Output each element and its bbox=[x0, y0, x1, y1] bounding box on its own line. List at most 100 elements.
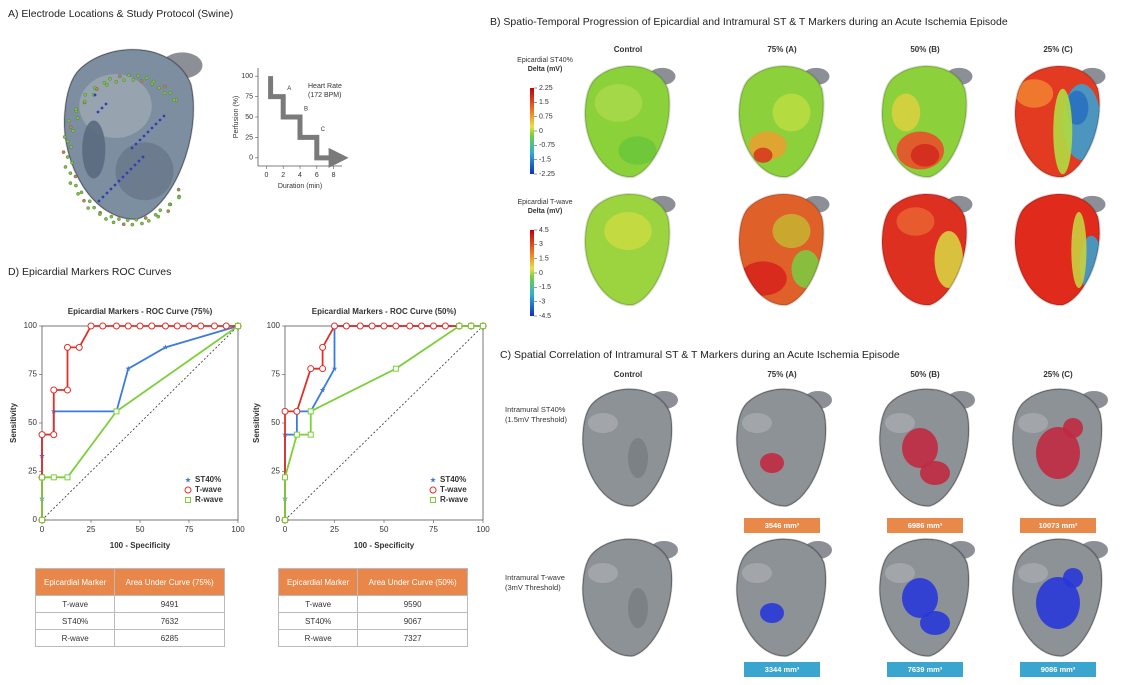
electrode bbox=[104, 217, 107, 220]
chart-title: Epicardial Markers - ROC Curve (50%) bbox=[312, 307, 457, 316]
electrode bbox=[140, 80, 143, 83]
legend-label: R-wave bbox=[195, 495, 224, 504]
volume-label: 3546 mm³ bbox=[765, 521, 800, 530]
point-marker bbox=[39, 432, 45, 438]
legend-marker bbox=[186, 498, 191, 503]
x-tick-label: 100 bbox=[476, 525, 490, 534]
point-marker bbox=[113, 323, 119, 329]
table-cell: 9491 bbox=[115, 596, 225, 613]
colorbar-tick-label: -3 bbox=[539, 299, 545, 306]
heart bbox=[880, 539, 975, 656]
x-tick-label: 8 bbox=[332, 172, 336, 179]
electrode bbox=[137, 74, 140, 77]
electrode-inner bbox=[151, 127, 154, 130]
heart-patch bbox=[760, 603, 784, 623]
electrode bbox=[154, 213, 157, 216]
panel-b-title: B) Spatio-Temporal Progression of Epicar… bbox=[490, 16, 1008, 28]
point-marker bbox=[51, 387, 57, 393]
auc-table: Epicardial MarkerArea Under Curve (50%)T… bbox=[278, 568, 468, 647]
electrode bbox=[88, 200, 91, 203]
point-marker bbox=[283, 518, 288, 523]
panel-a-title: A) Electrode Locations & Study Protocol … bbox=[8, 8, 233, 20]
electrode-inner bbox=[159, 119, 162, 122]
heart bbox=[739, 194, 830, 305]
colorbar-tick-label: 0 bbox=[539, 128, 543, 135]
point-marker bbox=[294, 408, 300, 414]
electrode bbox=[122, 78, 125, 81]
electrode bbox=[132, 78, 135, 81]
point-marker bbox=[469, 324, 474, 329]
heart bbox=[585, 66, 676, 177]
electrode bbox=[122, 223, 125, 226]
point-marker bbox=[198, 323, 204, 329]
heart bbox=[1013, 389, 1108, 506]
point-marker bbox=[283, 475, 288, 480]
colorbar-tick-label: -0.75 bbox=[539, 142, 555, 149]
heart-patch bbox=[885, 413, 915, 433]
y-tick-label: 75 bbox=[245, 93, 253, 100]
table-header: Epicardial Marker bbox=[279, 569, 358, 596]
electrode bbox=[87, 206, 90, 209]
chart-title: Epicardial Markers - ROC Curve (75%) bbox=[68, 307, 213, 316]
point-marker bbox=[343, 323, 349, 329]
point-marker bbox=[40, 475, 45, 480]
electrode bbox=[71, 129, 74, 132]
electrode-inner bbox=[98, 200, 101, 203]
point-marker bbox=[294, 432, 299, 437]
colorbar-tick-label: 3 bbox=[539, 241, 543, 248]
note: (172 BPM) bbox=[308, 92, 341, 99]
point-marker bbox=[186, 323, 192, 329]
x-tick-label: 25 bbox=[87, 525, 96, 534]
electrode bbox=[70, 161, 73, 164]
heart bbox=[739, 66, 830, 177]
panel-c-title: C) Spatial Correlation of Intramural ST … bbox=[500, 349, 900, 361]
point-marker bbox=[308, 409, 313, 414]
column-header: 75% (A) bbox=[767, 45, 797, 54]
electrode bbox=[168, 203, 171, 206]
x-axis-label: 100 - Specificity bbox=[354, 541, 415, 550]
point-marker bbox=[64, 387, 70, 393]
electrode bbox=[70, 145, 73, 148]
electrode bbox=[127, 74, 130, 77]
heart-patch bbox=[920, 461, 950, 485]
heart-patch bbox=[742, 413, 772, 433]
electrode bbox=[67, 119, 70, 122]
table-cell: 7632 bbox=[115, 613, 225, 630]
legend-label: R-wave bbox=[440, 495, 469, 504]
electrode bbox=[76, 192, 79, 195]
row-label: Intramural T-wave bbox=[505, 573, 565, 582]
heart-patch bbox=[773, 214, 811, 248]
x-tick-label: 2 bbox=[281, 172, 285, 179]
electrode bbox=[105, 83, 108, 86]
electrode bbox=[172, 99, 175, 102]
electrode bbox=[74, 175, 77, 178]
heart bbox=[583, 389, 678, 506]
electrode-inner bbox=[126, 172, 129, 175]
electrode-inner bbox=[134, 164, 137, 167]
electrode bbox=[66, 155, 69, 158]
colorbar-tick-label: 4.5 bbox=[539, 227, 549, 234]
point-marker bbox=[162, 323, 168, 329]
column-header: Control bbox=[614, 45, 642, 54]
electrode bbox=[74, 108, 77, 111]
step-label: B bbox=[304, 107, 308, 113]
heart-patch bbox=[742, 563, 772, 583]
heart bbox=[1015, 194, 1106, 305]
electrode bbox=[135, 218, 138, 221]
point-marker bbox=[51, 432, 57, 438]
column-header: 50% (B) bbox=[910, 370, 940, 379]
table-cell: ST40% bbox=[36, 613, 115, 630]
point-marker bbox=[419, 323, 425, 329]
heart-patch bbox=[885, 563, 915, 583]
electrode bbox=[159, 209, 162, 212]
legend-marker bbox=[185, 477, 191, 482]
figure: A) Electrode Locations & Study Protocol … bbox=[0, 0, 1128, 685]
point-marker bbox=[174, 323, 180, 329]
legend-label: T-wave bbox=[195, 485, 222, 494]
y-tick-label: 100 bbox=[267, 321, 281, 330]
electrode-inner bbox=[147, 131, 150, 134]
legend-marker bbox=[430, 487, 436, 493]
heart-body bbox=[583, 389, 672, 506]
electrode bbox=[117, 217, 120, 220]
electrode-inner bbox=[135, 143, 138, 146]
